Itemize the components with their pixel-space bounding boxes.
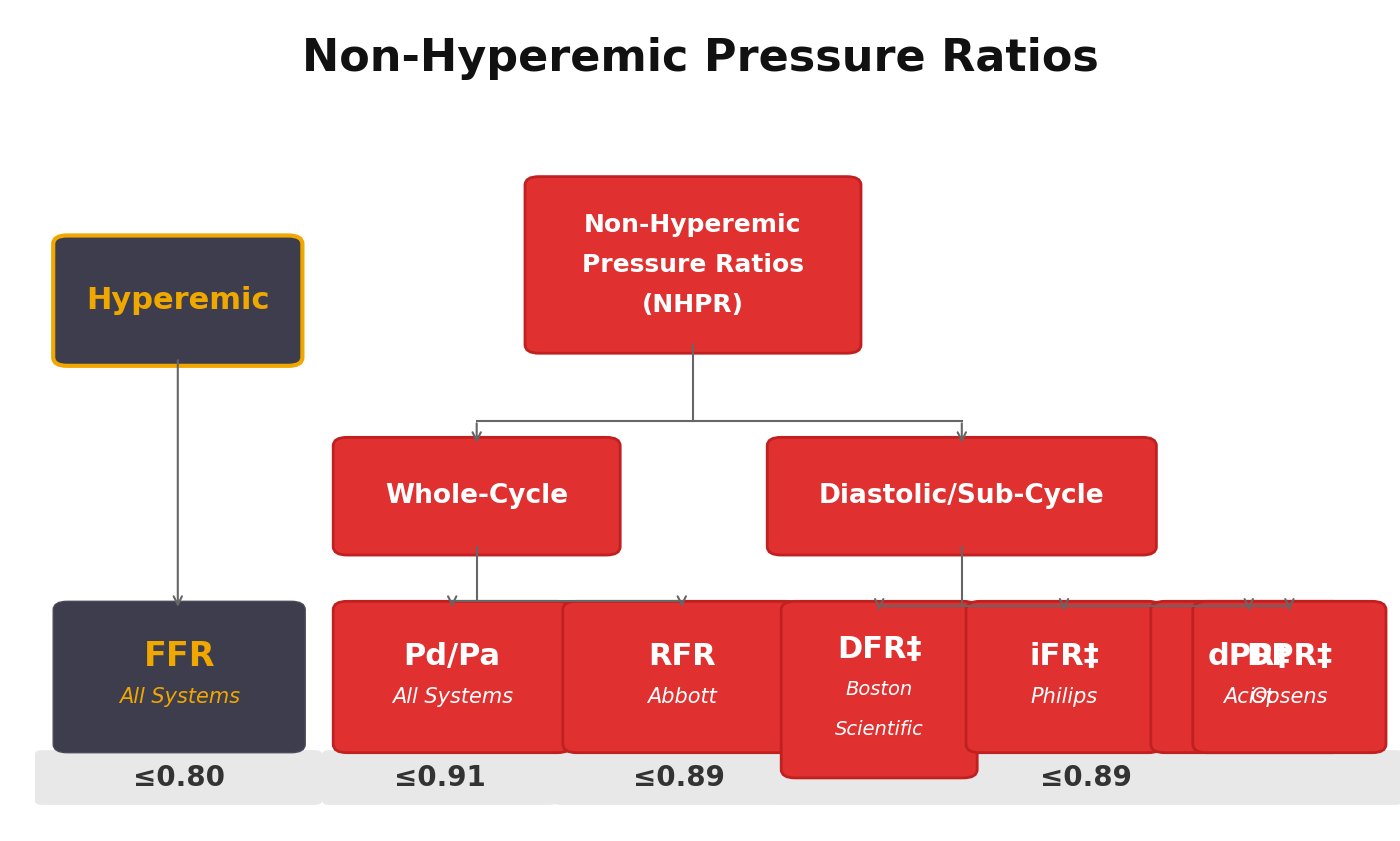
Text: dPR‡: dPR‡: [1207, 643, 1291, 671]
Text: All Systems: All Systems: [119, 687, 239, 707]
FancyBboxPatch shape: [53, 235, 302, 366]
FancyBboxPatch shape: [563, 601, 801, 753]
Text: Pressure Ratios: Pressure Ratios: [582, 253, 804, 277]
FancyBboxPatch shape: [1193, 601, 1386, 753]
FancyBboxPatch shape: [525, 177, 861, 353]
FancyBboxPatch shape: [781, 601, 977, 778]
FancyBboxPatch shape: [767, 437, 1156, 555]
Text: Scientific: Scientific: [834, 720, 924, 739]
Text: (NHPR): (NHPR): [643, 293, 743, 317]
Text: Pd/Pa: Pd/Pa: [403, 643, 501, 671]
Text: ≤0.91: ≤0.91: [393, 764, 486, 791]
Text: Non-Hyperemic Pressure Ratios: Non-Hyperemic Pressure Ratios: [301, 37, 1099, 81]
FancyBboxPatch shape: [966, 601, 1162, 753]
FancyBboxPatch shape: [35, 750, 322, 805]
Text: Non-Hyperemic: Non-Hyperemic: [584, 213, 802, 237]
FancyBboxPatch shape: [553, 750, 805, 805]
Text: Abbott: Abbott: [647, 687, 717, 707]
FancyBboxPatch shape: [770, 750, 1400, 805]
Text: All Systems: All Systems: [392, 687, 512, 707]
Text: Opsens: Opsens: [1250, 687, 1329, 707]
Text: ≤0.80: ≤0.80: [133, 764, 224, 791]
Text: DPR‡: DPR‡: [1246, 643, 1333, 671]
Text: Diastolic/Sub-Cycle: Diastolic/Sub-Cycle: [819, 484, 1105, 509]
FancyBboxPatch shape: [1151, 601, 1347, 753]
Text: Acist: Acist: [1224, 687, 1274, 707]
Text: iFR‡: iFR‡: [1029, 643, 1099, 671]
Text: RFR: RFR: [648, 643, 715, 671]
Text: Philips: Philips: [1030, 687, 1098, 707]
Text: Whole-Cycle: Whole-Cycle: [385, 484, 568, 509]
Text: Hyperemic: Hyperemic: [85, 286, 270, 315]
FancyBboxPatch shape: [333, 601, 571, 753]
Text: ≤0.89: ≤0.89: [1040, 764, 1133, 791]
FancyBboxPatch shape: [53, 601, 305, 753]
Text: ≤0.89: ≤0.89: [633, 764, 725, 791]
FancyBboxPatch shape: [322, 750, 557, 805]
Text: Boston: Boston: [846, 680, 913, 699]
Text: FFR: FFR: [143, 640, 216, 674]
Text: DFR‡: DFR‡: [837, 635, 921, 664]
FancyBboxPatch shape: [333, 437, 620, 555]
